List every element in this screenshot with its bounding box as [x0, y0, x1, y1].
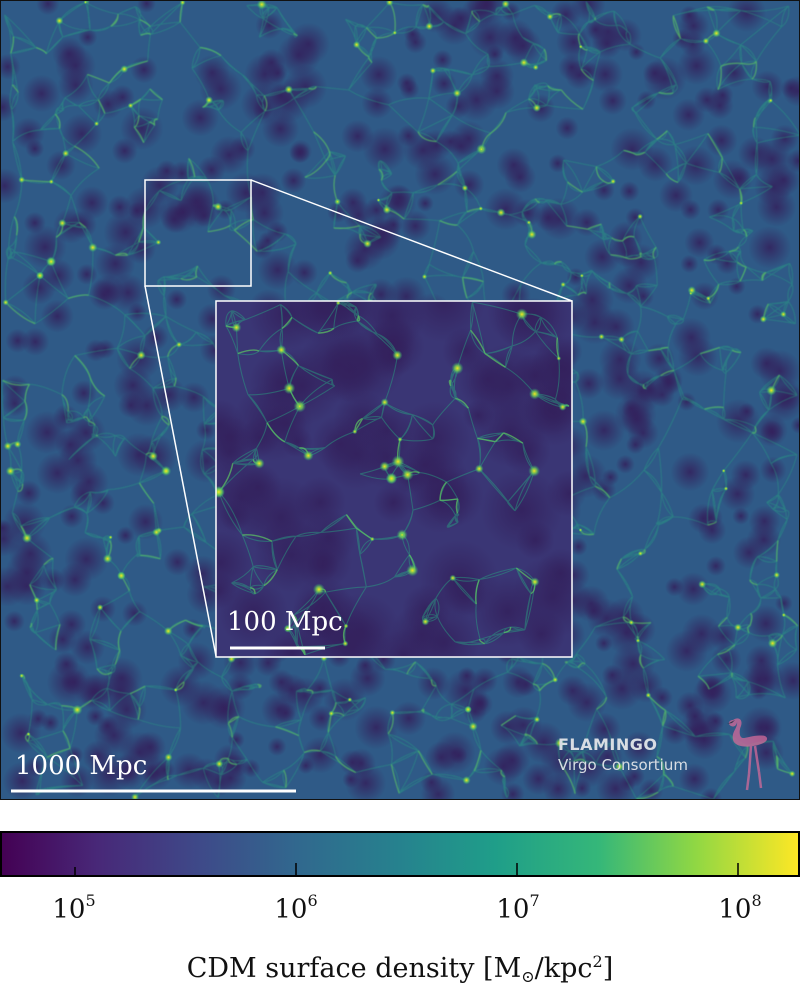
- scale-label-100: 100 Mpc: [227, 607, 343, 637]
- credit-title: FLAMINGO: [558, 735, 658, 754]
- colorbar-tick-label-1e6: 106: [274, 891, 318, 925]
- colorbar-tick-label-1e5: 105: [52, 891, 96, 925]
- credit-block: FLAMINGO Virgo Consortium: [558, 735, 688, 775]
- colorbar: [0, 831, 800, 877]
- zoom-connector-top: [250, 179, 573, 302]
- colorbar-tick-label-1e7: 107: [496, 891, 540, 925]
- flamingo-icon: [727, 718, 768, 791]
- halo-nodes: [2, 1, 796, 799]
- density-field: [1, 1, 799, 799]
- zoom-inset-frame: [215, 300, 573, 658]
- credit-subtitle: Virgo Consortium: [558, 756, 688, 774]
- colorbar-gradient: [2, 833, 798, 875]
- simulation-image: 1000 Mpc 100 Mpc FLAMINGO Virgo Consorti…: [0, 0, 800, 800]
- zoom-connector-bottom: [144, 285, 217, 657]
- colorbar-tick-label-1e8: 108: [718, 891, 762, 925]
- colorbar-label: CDM surface density [M⊙/kpc2]: [186, 952, 614, 986]
- inset-nodes: [216, 301, 567, 647]
- zoom-selection-box: [144, 179, 252, 287]
- scale-label-1000: 1000 Mpc: [15, 751, 148, 781]
